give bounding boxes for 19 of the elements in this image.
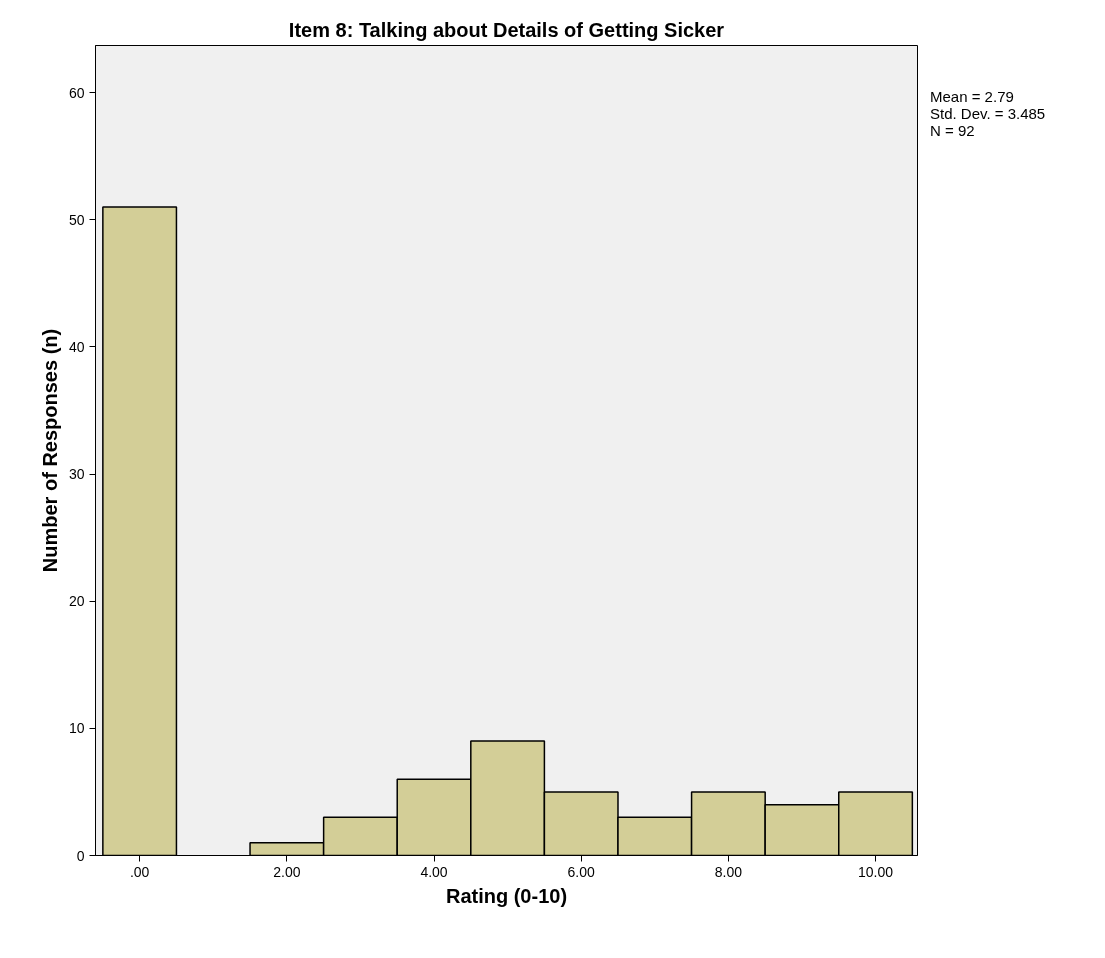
text: Std. Dev. = 3.485 [930,105,1046,122]
x-tick-label: 10.00 [858,863,894,880]
text: Mean = 2.79 [930,88,1014,105]
x-tick-label: 8.00 [714,863,743,880]
x-tick-label: 2.00 [273,863,301,880]
text: N = 92 [930,122,975,139]
x-axis-title: Rating (0-10) [445,884,568,907]
y-tick-label: 10 [68,720,85,737]
x-tick-label: 6.00 [567,863,596,880]
x-tick-label: .00 [129,863,150,880]
y-tick-label: 40 [68,338,85,355]
y-axis-title: Number of Responses (n) [38,328,61,573]
x-tick-label: 4.00 [420,863,448,880]
y-tick-label: 60 [68,84,85,101]
y-tick-label: 0 [76,847,85,864]
y-tick-label: 50 [68,211,85,228]
y-tick-label: 30 [68,466,85,483]
y-tick-label: 20 [68,593,85,610]
chart-title: Item 8: Talking about Details of Getting Sicker [288,18,725,41]
